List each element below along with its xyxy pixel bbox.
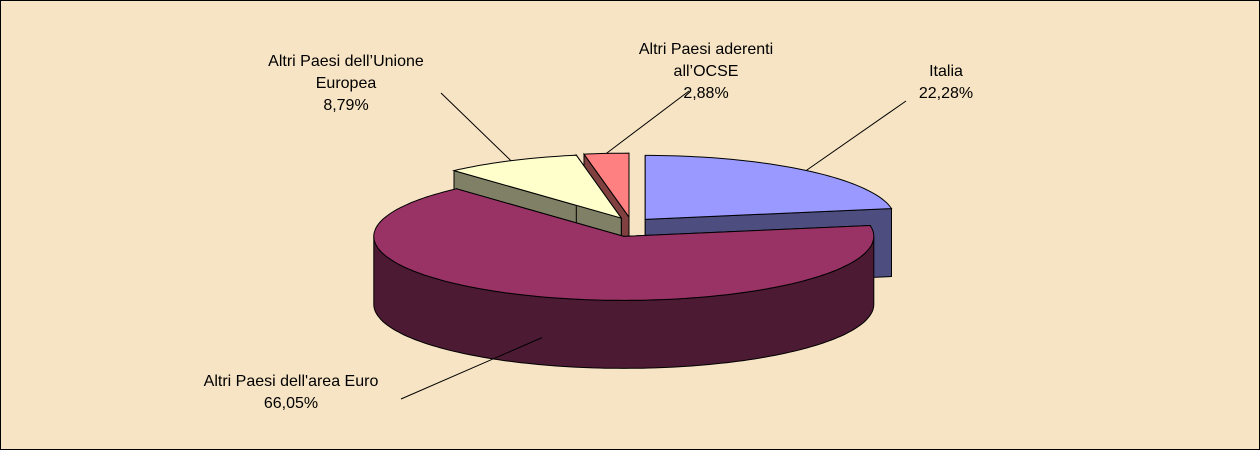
slice-label: Altri Paesi aderenti all’OCSE 2,88% — [631, 39, 781, 105]
leader-line — [805, 100, 907, 171]
slice — [373, 188, 875, 301]
category-label: Italia — [929, 63, 963, 80]
leader-line — [606, 90, 690, 154]
leader-line — [400, 337, 543, 400]
slice — [452, 154, 623, 219]
category-label: Altri Paesi aderenti all’OCSE — [638, 41, 774, 80]
value-label: 2,88% — [683, 85, 729, 102]
slice-label: Italia 22,28% — [871, 61, 1021, 105]
slice-label: Altri Paesi dell’Unione Europea 8,79% — [241, 51, 451, 117]
category-label: Altri Paesi dell’Unione Europea — [268, 53, 424, 92]
slice-label: Altri Paesi dell'area Euro 66,05% — [181, 371, 401, 415]
value-label: 66,05% — [263, 395, 319, 412]
value-label: 8,79% — [323, 97, 369, 114]
category-label: Altri Paesi dell'area Euro — [203, 373, 379, 390]
slice — [583, 152, 630, 219]
leader-line — [440, 92, 512, 162]
value-label: 22,28% — [918, 85, 974, 102]
slice — [644, 154, 893, 220]
